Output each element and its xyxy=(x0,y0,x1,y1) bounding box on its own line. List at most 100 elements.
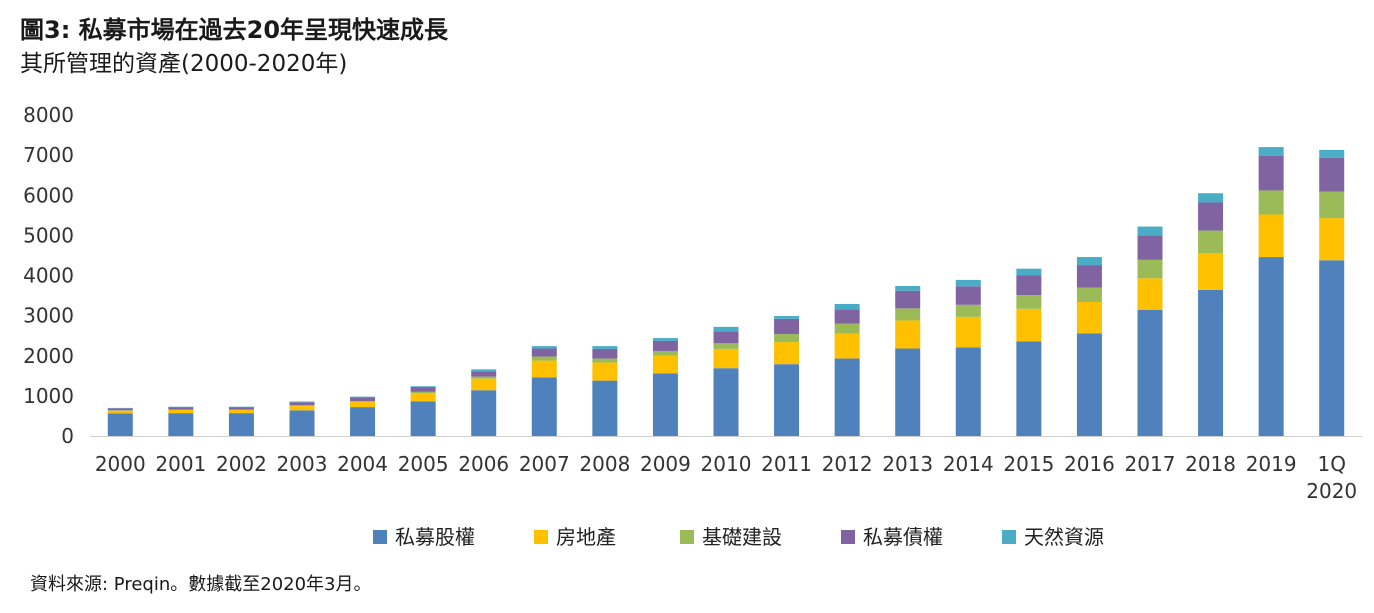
bar-segment xyxy=(834,333,860,359)
bar-segment xyxy=(592,380,618,436)
x-tick-label: 2002 xyxy=(216,452,267,476)
bar-segment xyxy=(1258,155,1284,191)
bar-segment xyxy=(1319,149,1345,158)
bar-segment xyxy=(531,346,557,349)
bar-segment xyxy=(1258,257,1284,436)
bar-segment xyxy=(713,326,739,332)
bar-segment xyxy=(289,405,315,406)
bar-segment xyxy=(774,342,800,365)
bar-segment xyxy=(531,348,557,357)
bar-segment xyxy=(774,364,800,436)
bar-segment xyxy=(592,362,618,381)
bar-segment xyxy=(1016,268,1042,276)
bar-segment xyxy=(471,378,497,391)
bar-segment xyxy=(1198,202,1224,231)
x-tick-label: 2018 xyxy=(1185,452,1236,476)
legend-swatch xyxy=(841,530,855,544)
bar-segment xyxy=(107,408,133,411)
bar-segment xyxy=(289,405,315,411)
chart-subtitle: 其所管理的資產(2000-2020年) xyxy=(20,51,348,77)
bar-segment xyxy=(350,407,376,436)
bar-segment xyxy=(1137,226,1163,236)
bar-segment xyxy=(774,334,800,343)
bar-segment xyxy=(895,285,921,291)
bar-segment xyxy=(1319,218,1345,261)
bar-segment xyxy=(895,308,921,321)
chart-title: 圖3: 私募市場在過去20年呈現快速成長 xyxy=(20,16,449,44)
bar-segment xyxy=(1137,235,1163,260)
bar-segment xyxy=(652,338,678,341)
bar-segment xyxy=(1258,147,1284,156)
bar-segment xyxy=(1198,230,1224,254)
bar-segment xyxy=(1258,190,1284,215)
bar-segment xyxy=(350,401,376,408)
bar-segment xyxy=(350,397,376,402)
bar-segment xyxy=(410,387,436,392)
bar-segment xyxy=(1319,157,1345,192)
x-tick-label: 2020 xyxy=(1306,479,1357,503)
bar-segment xyxy=(652,340,678,351)
bar-segment xyxy=(713,331,739,344)
bar-segment xyxy=(1137,278,1163,311)
x-tick-label: 2004 xyxy=(337,452,388,476)
bar-segment xyxy=(895,320,921,349)
x-tick-label: 2014 xyxy=(943,452,994,476)
bar-segment xyxy=(1258,214,1284,258)
bar-segment xyxy=(228,407,254,410)
bar-segment xyxy=(350,401,376,402)
legend-swatch xyxy=(680,530,694,544)
bar-segment xyxy=(955,347,981,436)
bar-segment xyxy=(592,358,618,363)
bar-segment xyxy=(531,360,557,378)
bar-segment xyxy=(1319,260,1345,436)
x-tick-label: 2010 xyxy=(701,452,752,476)
bar-segment xyxy=(1016,341,1042,436)
bar-segment xyxy=(592,348,618,359)
bar-segment xyxy=(955,279,981,287)
bar-segment xyxy=(410,401,436,436)
bar-segment xyxy=(774,316,800,319)
legend-swatch xyxy=(373,530,387,544)
x-tick-label: 2017 xyxy=(1125,452,1176,476)
bar-segment xyxy=(1016,308,1042,342)
x-tick-label: 2016 xyxy=(1064,452,1115,476)
x-tick-label: 2013 xyxy=(882,452,933,476)
y-tick-label: 7000 xyxy=(23,143,74,167)
bar-segment xyxy=(1076,265,1102,288)
bar-segment xyxy=(168,413,194,436)
legend-label: 私募股權 xyxy=(395,525,475,549)
legend-swatch xyxy=(534,530,548,544)
bar-segment xyxy=(228,413,254,436)
y-tick-label: 0 xyxy=(61,424,74,448)
bar-segment xyxy=(289,402,315,406)
bar-segment xyxy=(471,376,497,379)
legend-label: 私募債權 xyxy=(863,525,943,549)
x-tick-label: 2019 xyxy=(1246,452,1297,476)
bar-segment xyxy=(955,304,981,317)
x-tick-label: 2001 xyxy=(155,452,206,476)
bar-segment xyxy=(1076,287,1102,302)
legend-label: 房地產 xyxy=(556,525,616,549)
bar-segment xyxy=(107,410,133,414)
bar-segment xyxy=(955,316,981,348)
legend-swatch xyxy=(1002,530,1016,544)
x-tick-label: 2000 xyxy=(95,452,146,476)
y-tick-label: 6000 xyxy=(23,183,74,207)
bar-segment xyxy=(168,407,194,410)
bar-segment xyxy=(410,391,436,394)
x-tick-label: 2005 xyxy=(398,452,449,476)
bar-segment xyxy=(350,396,376,398)
legend-label: 基礎建設 xyxy=(702,525,782,549)
bar-segment xyxy=(531,356,557,361)
bar-segment xyxy=(713,368,739,436)
bar-segment xyxy=(471,371,497,377)
bar-segment xyxy=(713,343,739,349)
bar-segment xyxy=(228,409,254,414)
bar-segment xyxy=(1016,275,1042,296)
x-tick-label: 2015 xyxy=(1003,452,1054,476)
bar-segment xyxy=(1137,259,1163,279)
x-tick-label: 2007 xyxy=(519,452,570,476)
bar-segment xyxy=(1319,191,1345,219)
bar-segment xyxy=(895,290,921,309)
